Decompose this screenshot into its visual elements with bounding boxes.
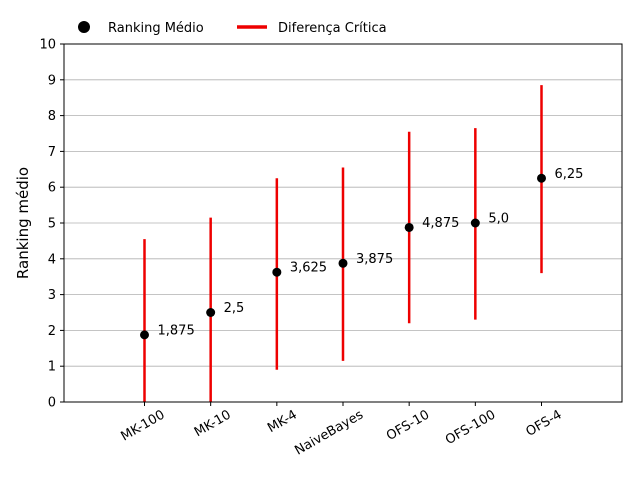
y-axis-label: Ranking médio — [14, 167, 32, 279]
ranking-point — [140, 330, 149, 340]
y-axis: 0 1 2 3 4 5 6 7 8 9 10 — [39, 38, 64, 411]
ranking-point — [206, 308, 216, 317]
ranking-point — [404, 222, 414, 232]
critical-difference-lines — [143, 85, 543, 402]
y-tick-label: 6 — [48, 181, 56, 196]
data-label: 4,875 — [422, 216, 459, 231]
legend-label-cd: Diferença Crítica — [278, 21, 387, 36]
data-label: 6,25 — [555, 167, 584, 182]
x-tick-label: OFS-100 — [443, 407, 498, 448]
y-tick-label: 7 — [48, 145, 56, 160]
y-tick-label: 4 — [48, 252, 56, 267]
legend-label-ranking: Ranking Médio — [108, 21, 204, 36]
data-label: 1,875 — [158, 323, 195, 338]
x-tick-label: OFS-4 — [523, 407, 564, 439]
y-tick-label: 1 — [48, 360, 56, 375]
x-tick-label: MK-100 — [119, 407, 168, 444]
ranking-points — [140, 173, 546, 340]
data-labels: 1,875 2,5 3,625 3,875 4,875 5,0 6,25 — [158, 167, 584, 339]
ranking-point — [272, 267, 282, 277]
x-tick-label: MK-4 — [265, 407, 300, 436]
data-label: 3,625 — [290, 261, 327, 276]
ranking-point — [470, 218, 480, 228]
data-label: 3,875 — [356, 252, 393, 267]
y-tick-label: 10 — [39, 38, 56, 53]
legend: Ranking Médio Diferença Crítica — [78, 21, 387, 36]
y-tick-label: 9 — [48, 73, 56, 88]
legend-marker-ranking — [78, 21, 90, 33]
ranking-point — [338, 258, 348, 268]
data-label: 2,5 — [224, 301, 245, 316]
x-tick-label: MK-10 — [192, 407, 234, 440]
y-tick-label: 0 — [48, 396, 56, 411]
data-label: 5,0 — [488, 212, 509, 227]
y-tick-label: 8 — [48, 109, 56, 124]
y-tick-label: 2 — [48, 324, 56, 339]
x-tick-label: OFS-10 — [384, 407, 432, 443]
y-tick-label: 3 — [48, 288, 56, 303]
ranking-point — [537, 173, 546, 183]
x-tick-label: NaiveBayes — [292, 407, 366, 458]
y-tick-label: 5 — [48, 217, 56, 232]
